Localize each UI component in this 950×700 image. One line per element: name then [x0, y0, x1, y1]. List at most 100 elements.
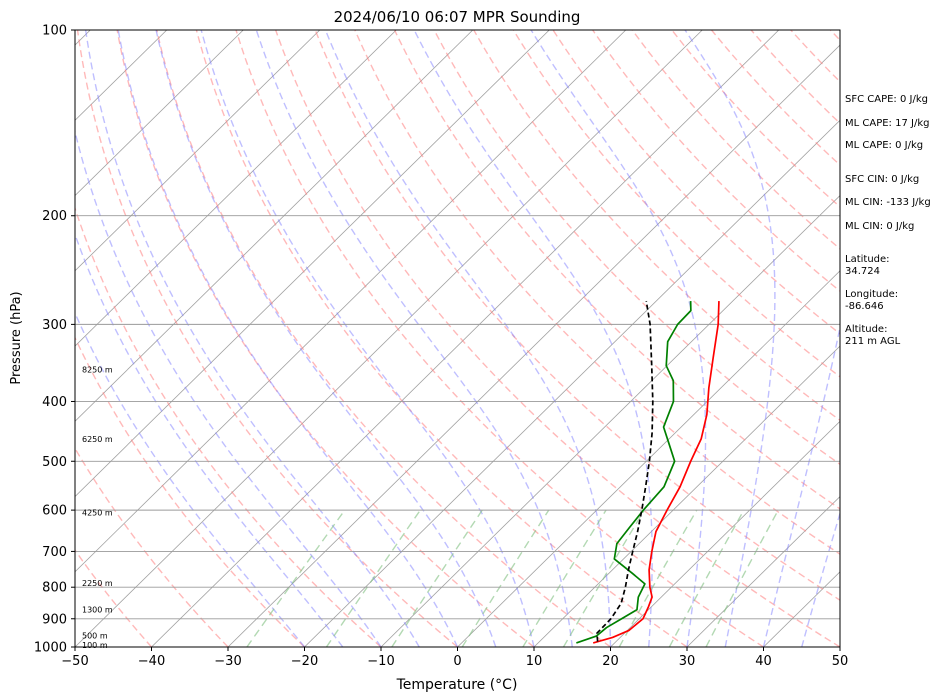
moist-adiabat-line: [155, 30, 497, 647]
parcel-trace: [596, 300, 654, 642]
y-axis-ticks: 100 200 300 400 500 600 700 800 900 1000: [34, 24, 75, 656]
moist-adiabat-line: [200, 30, 535, 647]
moist-adiabat-line: [762, 324, 840, 647]
moist-adiabat-line: [75, 311, 306, 647]
mixing-ratio-line: [618, 509, 698, 647]
y-tick-label: 300: [42, 318, 67, 333]
x-tick-label: 0: [453, 654, 461, 669]
x-tick-label: 10: [526, 654, 543, 669]
dry-adiabat-line: [433, 30, 840, 466]
dry-adiabat-line: [552, 30, 840, 335]
dry-adiabat-line: [354, 30, 840, 556]
height-label: 1300 m: [82, 606, 113, 615]
dry-adiabat-line: [76, 30, 458, 647]
mixing-ratio-line: [562, 509, 645, 647]
height-label: 8250 m: [82, 365, 113, 374]
y-tick-label: 100: [42, 24, 67, 39]
x-tick-label: −20: [291, 654, 318, 669]
height-label: 100 m: [82, 641, 108, 650]
mixing-ratio-line: [461, 509, 550, 647]
sounding-info-panel: SFC CAPE: 0 J/kg ML CAPE: 17 J/kg ML CAP…: [845, 94, 931, 347]
info-latitude-value: 34.724: [845, 266, 880, 277]
isotherm-line: [75, 30, 244, 197]
moist-adiabat-line: [530, 30, 707, 647]
x-tick-label: −50: [61, 654, 88, 669]
y-tick-label: 800: [42, 581, 67, 596]
info-sfc-cape: SFC CAPE: 0 J/kg: [845, 94, 928, 105]
background-lines: [75, 30, 840, 647]
moist-adiabat-line: [324, 30, 612, 647]
info-ml-cin: ML CIN: -133 J/kg: [845, 197, 931, 208]
isotherm-line: [75, 30, 550, 498]
x-tick-label: 50: [832, 654, 849, 669]
isotherm-line: [380, 194, 840, 647]
dry-adiabat-line: [393, 30, 840, 510]
moist-adiabat-line: [413, 30, 653, 647]
isotherm-line: [227, 44, 840, 647]
mixing-ratio-line: [325, 509, 421, 647]
info-latitude-label: Latitude:: [845, 254, 890, 265]
height-label: 500 m: [82, 632, 108, 641]
plot-frame: [74, 29, 841, 648]
info-ml-cape: ML CAPE: 17 J/kg: [845, 118, 929, 129]
y-tick-label: 500: [42, 455, 67, 470]
info-altitude-value: 211 m AGL: [845, 336, 901, 347]
info-ml-cape-2: ML CAPE: 0 J/kg: [845, 140, 923, 151]
y-tick-label: 700: [42, 545, 67, 560]
moist-adiabat-line: [255, 30, 573, 647]
info-sfc-cin: SFC CIN: 0 J/kg: [845, 174, 919, 185]
moist-adiabat-line: [75, 128, 382, 647]
dry-adiabat-line: [156, 30, 611, 647]
isotherm-line: [75, 30, 168, 121]
dry-adiabat-line: [592, 30, 840, 293]
pressure-gridlines: [75, 30, 840, 647]
dry-adiabat-line: [473, 30, 840, 422]
dry-adiabat-line: [75, 206, 382, 647]
dry-adiabat-line: [235, 30, 764, 647]
mixing-ratio-line: [391, 509, 483, 647]
y-tick-label: 400: [42, 395, 67, 410]
x-tick-label: 30: [679, 654, 696, 669]
height-label: 6250 m: [82, 435, 113, 444]
isotherm-line: [610, 420, 840, 647]
height-label: 4250 m: [82, 508, 113, 517]
x-tick-label: 40: [755, 654, 772, 669]
mixing-ratio-line: [246, 509, 346, 647]
dry-adiabat-line: [275, 30, 840, 647]
x-tick-label: −40: [138, 654, 165, 669]
isotherm-line: [75, 30, 474, 422]
x-axis-ticks: −50 −40 −30 −20 −10 0 10 20 30 40 50: [61, 647, 848, 669]
x-tick-label: −30: [214, 654, 241, 669]
dewpoint-trace: [576, 301, 692, 644]
mixing-ratio-line: [522, 509, 607, 647]
info-altitude-label: Altitude:: [845, 324, 887, 335]
isotherm-line: [457, 270, 840, 647]
dry-adiabat-line: [116, 30, 535, 647]
y-tick-label: 200: [42, 209, 67, 224]
dry-adiabat-line: [671, 30, 840, 208]
isotherm-line: [75, 30, 627, 573]
moist-adiabat-line: [684, 30, 776, 647]
dry-adiabat-line: [314, 30, 840, 602]
isotherm-line: [304, 119, 840, 647]
y-tick-label: 1000: [34, 641, 67, 656]
moist-adiabat-line: [84, 30, 420, 647]
y-axis-label: Pressure (hPa): [9, 291, 24, 384]
info-longitude-label: Longitude:: [845, 289, 898, 300]
isotherm-line: [151, 30, 780, 647]
isotherm-line: [75, 30, 321, 272]
isotherm-line: [686, 495, 840, 647]
info-longitude-value: -86.646: [845, 301, 884, 312]
y-tick-label: 600: [42, 504, 67, 519]
dry-adiabat-line: [512, 30, 840, 378]
isotherm-line: [75, 30, 703, 647]
height-label: 2250 m: [82, 579, 113, 588]
x-axis-label: Temperature (°C): [396, 677, 518, 693]
chart-title: 2024/06/10 06:07 MPR Sounding: [334, 8, 581, 26]
sounding-traces: [576, 300, 720, 644]
info-ml-cin-2: ML CIN: 0 J/kg: [845, 221, 914, 232]
dry-adiabat-line: [75, 447, 229, 647]
